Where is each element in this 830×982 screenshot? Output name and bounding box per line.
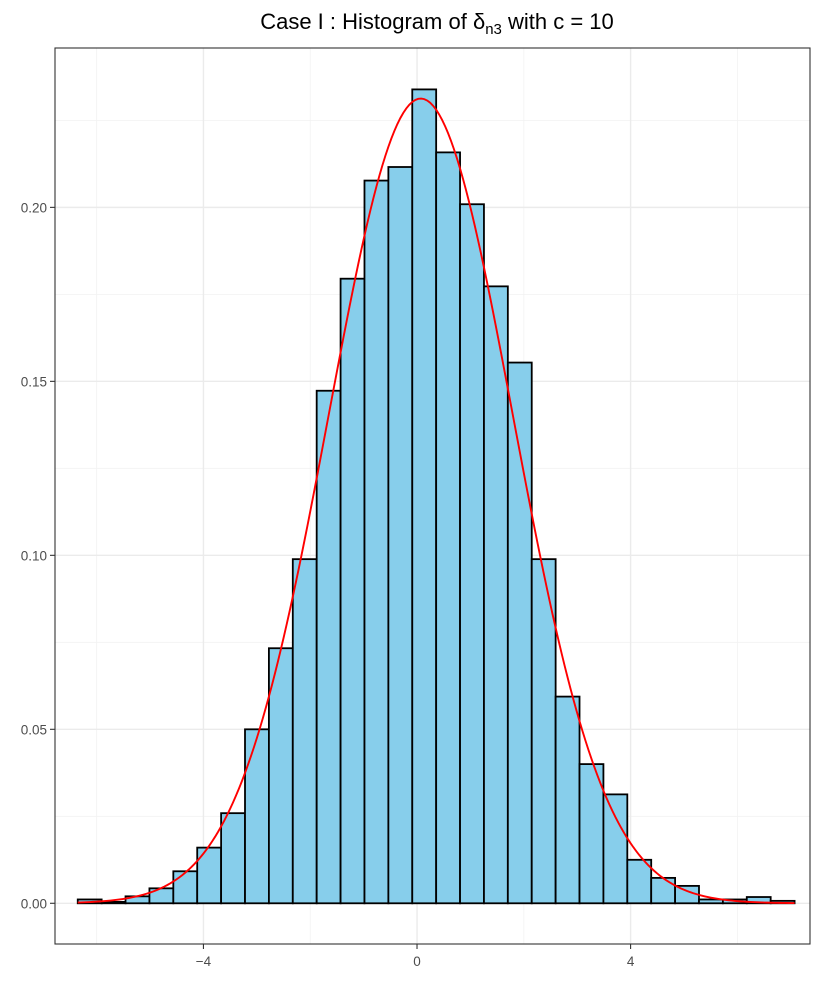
chart-title: Case I : Histogram of δn3 with c = 10 xyxy=(260,9,614,38)
bars-layer xyxy=(76,88,796,905)
panel-border xyxy=(54,47,811,945)
title-suffix: with c = 10 xyxy=(502,9,614,34)
histogram-bar xyxy=(483,285,509,905)
axis-layer: −4 0 4 0.00 0.05 0.10 0.15 0.20 xyxy=(21,200,635,969)
density-curve xyxy=(77,97,795,905)
x-tick-label: 0 xyxy=(413,954,421,969)
y-tick-label: 0.00 xyxy=(21,896,47,911)
histogram-bar xyxy=(506,361,533,905)
density-curve-layer xyxy=(77,97,795,905)
histogram-bar xyxy=(411,88,438,905)
histogram-bar xyxy=(363,179,390,905)
histogram-bar xyxy=(650,876,676,905)
histogram-bar xyxy=(435,151,461,905)
x-tick-label: −4 xyxy=(196,954,212,969)
y-tick-label: 0.15 xyxy=(21,374,47,389)
y-tick-label: 0.20 xyxy=(21,200,47,215)
x-tick-label: 4 xyxy=(627,954,635,969)
title-subscript: n3 xyxy=(485,21,502,38)
histogram-bar xyxy=(100,900,127,905)
histogram-bar xyxy=(315,389,342,905)
y-tick-label: 0.10 xyxy=(21,548,47,563)
histogram-bar xyxy=(626,858,653,905)
histogram-bar xyxy=(291,558,318,905)
histogram-bar xyxy=(578,763,605,905)
histogram-bar xyxy=(387,166,414,905)
histogram-bar xyxy=(602,793,629,905)
histogram-bar xyxy=(554,695,581,905)
histogram-bar xyxy=(244,728,270,905)
y-tick-label: 0.05 xyxy=(21,722,47,737)
title-symbol: δ xyxy=(473,9,485,34)
histogram-bar xyxy=(459,203,485,905)
histogram-bar xyxy=(220,812,246,905)
histogram-bar xyxy=(339,277,366,905)
histogram-bar xyxy=(172,870,199,905)
title-prefix: Case I : Histogram of xyxy=(260,9,473,34)
